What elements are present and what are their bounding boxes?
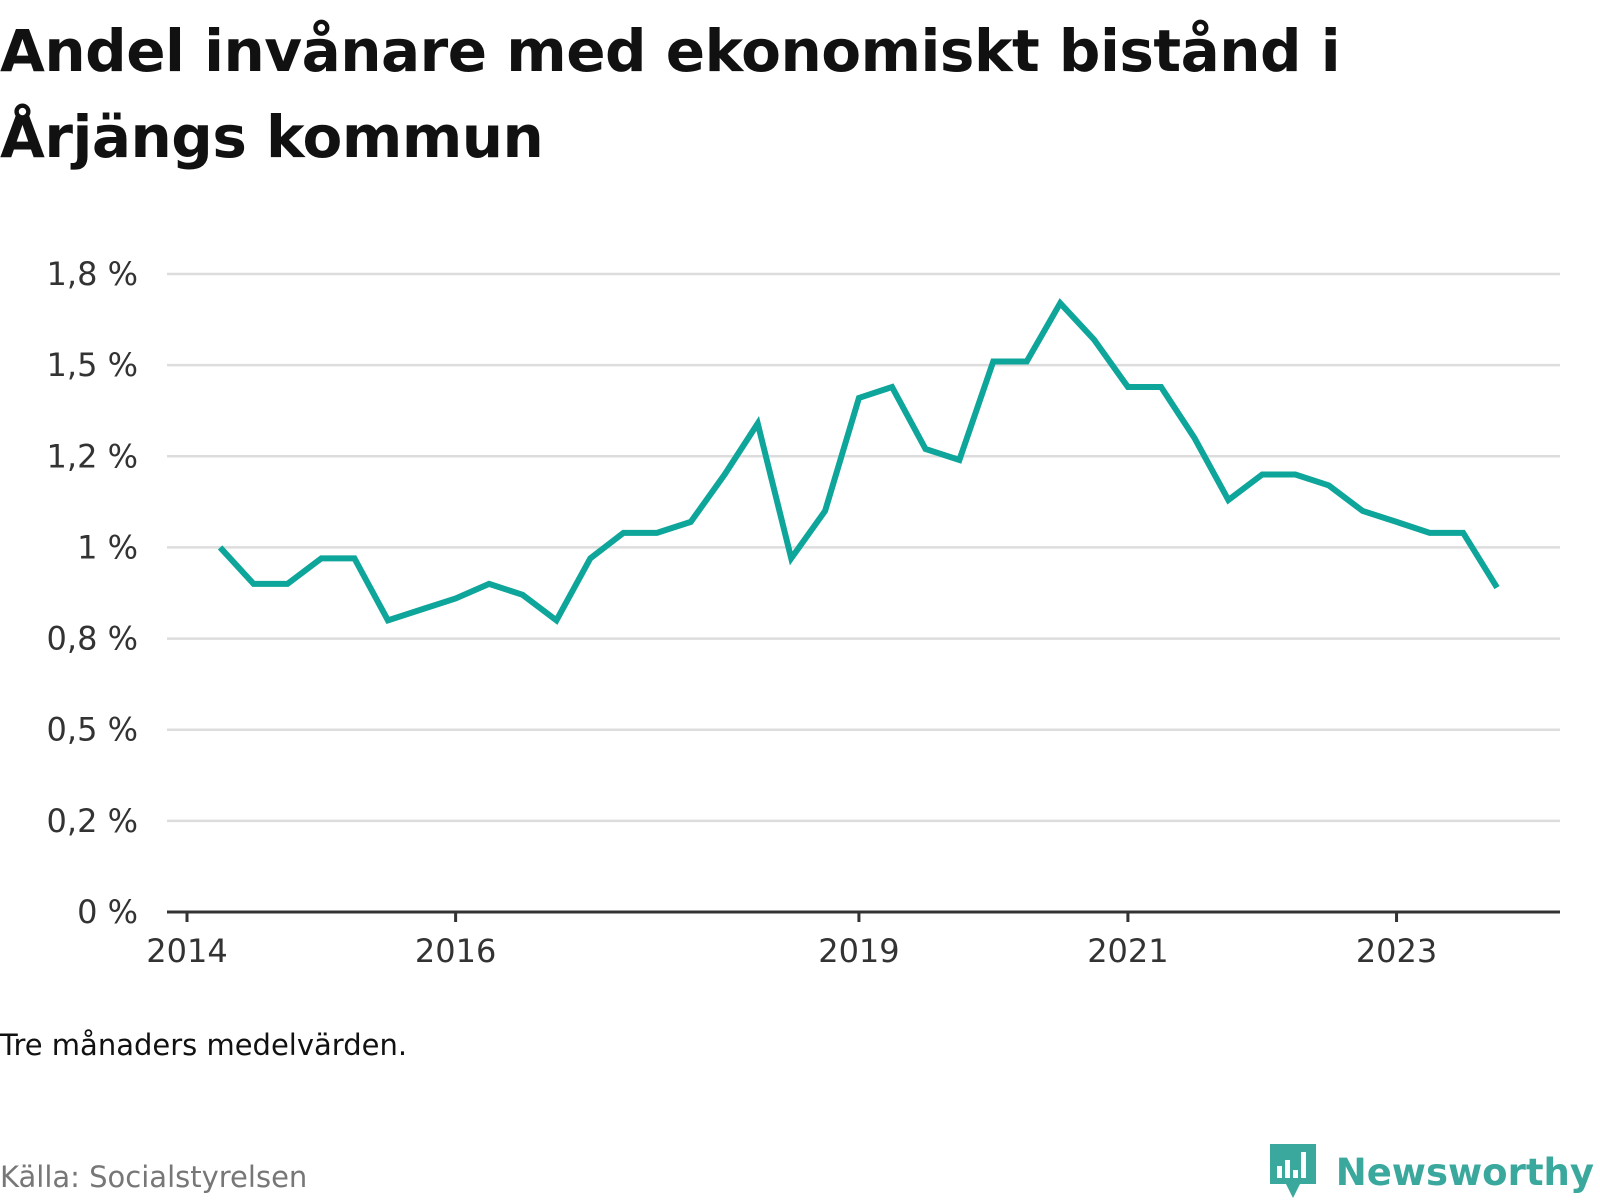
x-axis bbox=[167, 910, 1560, 922]
brand-name: Newsworthy bbox=[1335, 1150, 1594, 1194]
chart-note: Tre månaders medelvärden. bbox=[0, 1028, 408, 1062]
x-tick-label: 2023 bbox=[1356, 932, 1437, 970]
y-tick-label: 1,8 % bbox=[47, 255, 138, 293]
x-tick-label: 2016 bbox=[415, 932, 496, 970]
y-tick-label: 0,5 % bbox=[47, 711, 138, 749]
x-tick-label: 2014 bbox=[146, 932, 227, 970]
series-layer bbox=[217, 298, 1500, 625]
x-tick-label: 2019 bbox=[818, 932, 899, 970]
brand-logo: Newsworthy bbox=[1268, 1144, 1594, 1200]
y-tick-label: 1,5 % bbox=[47, 346, 138, 384]
x-tick-label: 2021 bbox=[1087, 932, 1168, 970]
line-chart: 0 % 0,2 % 0,5 % 0,8 % 1 % 1,2 % 1,5 % 1,8 % 201… bbox=[47, 255, 1560, 970]
series-line bbox=[217, 298, 1500, 625]
y-tick-label: 0 % bbox=[77, 893, 138, 931]
gridlines bbox=[167, 272, 1560, 823]
x-axis-tick-labels: 2014 2016 2019 2021 2023 bbox=[146, 932, 1437, 970]
source-text: Källa: Socialstyrelsen bbox=[0, 1160, 308, 1194]
y-axis-tick-labels: 0 % 0,2 % 0,5 % 0,8 % 1 % 1,2 % 1,5 % 1,8 % bbox=[47, 255, 138, 931]
y-tick-label: 0,2 % bbox=[47, 802, 138, 840]
y-tick-label: 0,8 % bbox=[47, 620, 138, 658]
newsworthy-logo-icon bbox=[1269, 1144, 1316, 1198]
y-tick-label: 1,2 % bbox=[47, 437, 138, 475]
y-tick-label: 1 % bbox=[77, 528, 138, 566]
chart-title: Andel invånare med ekonomiskt bistånd i … bbox=[0, 17, 1341, 171]
